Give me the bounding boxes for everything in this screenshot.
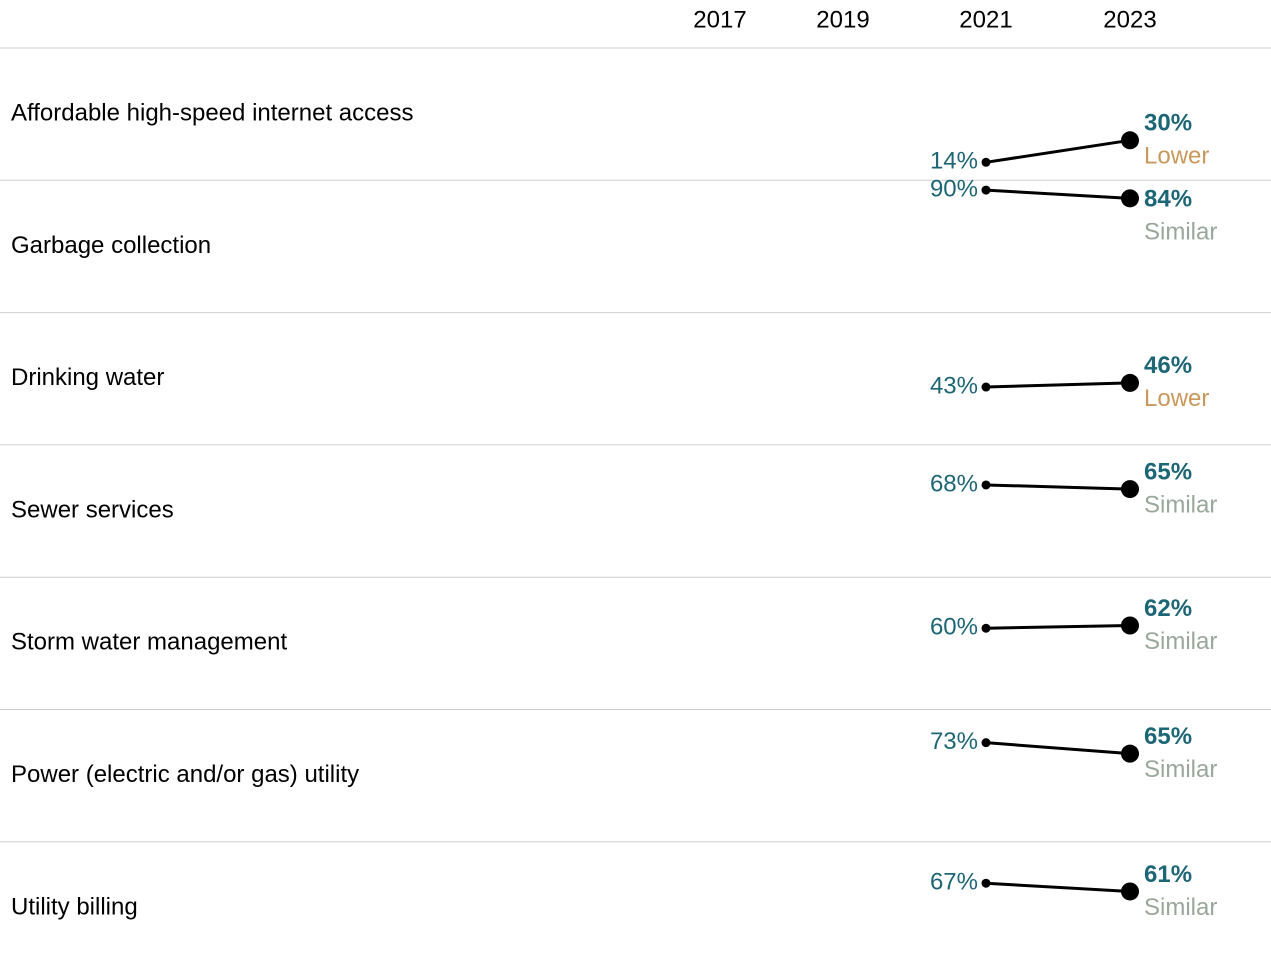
value-label: 65%: [1144, 458, 1192, 485]
value-label: 62%: [1144, 595, 1192, 622]
value-label: 61%: [1144, 861, 1192, 888]
year-label: 2019: [816, 6, 869, 33]
point: [1121, 189, 1139, 208]
comparison-label: Lower: [1144, 143, 1209, 170]
point: [981, 185, 991, 195]
point: [1121, 744, 1139, 763]
value-label: 46%: [1144, 352, 1192, 379]
point: [1121, 882, 1139, 901]
row-label: Garbage collection: [11, 232, 211, 259]
slope-line: [985, 381, 1131, 389]
year-label: 2021: [959, 6, 1012, 33]
point: [981, 738, 991, 748]
point: [981, 623, 991, 633]
value-label: 68%: [930, 470, 978, 497]
slope-line: [985, 188, 1131, 200]
slope-line: [985, 624, 1131, 630]
value-label: 73%: [930, 728, 978, 755]
row-label: Storm water management: [11, 629, 287, 656]
value-label: 60%: [930, 614, 978, 641]
value-label: 84%: [1144, 186, 1192, 213]
comparison-label: Similar: [1144, 219, 1217, 246]
comparison-label: Similar: [1144, 756, 1217, 783]
row-label: Power (electric and/or gas) utility: [11, 761, 359, 788]
point: [981, 878, 991, 888]
point: [1121, 616, 1139, 635]
value-label: 90%: [930, 175, 978, 202]
value-label: 30%: [1144, 110, 1192, 137]
value-label: 43%: [930, 372, 978, 399]
row-label: Utility billing: [11, 893, 138, 920]
comparison-label: Similar: [1144, 894, 1217, 921]
row-label: Drinking water: [11, 364, 164, 391]
slope-line: [985, 741, 1131, 756]
slope-line: [985, 881, 1131, 893]
value-label: 14%: [930, 148, 978, 175]
row-label: Sewer services: [11, 496, 174, 523]
slope-line: [985, 483, 1131, 491]
row-label: Affordable high-speed internet access: [11, 99, 413, 126]
point: [981, 480, 991, 490]
point: [981, 382, 991, 392]
value-label: 67%: [930, 869, 978, 896]
comparison-label: Similar: [1144, 628, 1217, 655]
point: [981, 157, 991, 167]
year-label: 2017: [693, 6, 746, 33]
value-label: 65%: [1144, 723, 1192, 750]
point: [1121, 480, 1139, 499]
point: [1121, 131, 1139, 150]
comparison-label: Lower: [1144, 385, 1209, 412]
point: [1121, 373, 1139, 392]
comparison-label: Similar: [1144, 491, 1217, 518]
slope-line: [985, 138, 1131, 164]
year-label: 2023: [1103, 6, 1156, 33]
